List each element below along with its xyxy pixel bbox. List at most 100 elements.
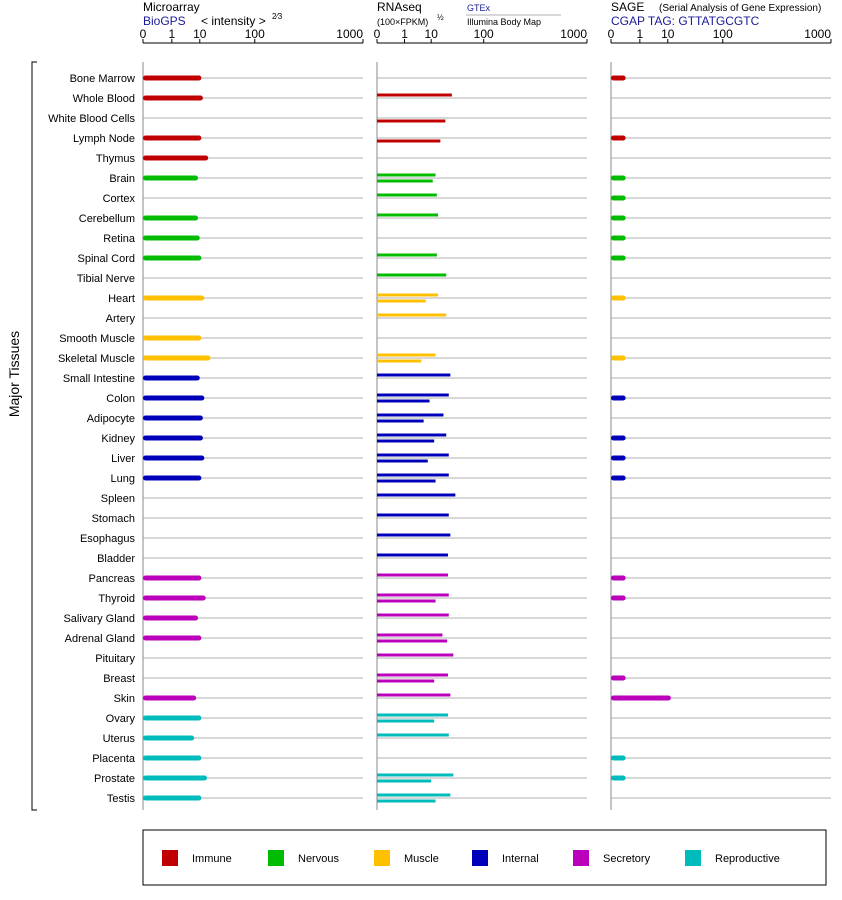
sage-x-tick-label: 1000 [804,27,831,41]
rnaseq-gtex-bar [377,413,444,417]
rnaseq-ibm-bar [377,779,432,783]
legend-swatch [268,850,284,866]
tissue-label: Retina [103,233,136,245]
rnaseq-gtex-bar [377,693,451,697]
tissue-label: Tibial Nerve [77,273,135,285]
tissue-label: Kidney [101,433,135,445]
rnaseq-title: RNAseq [377,0,422,14]
sage-x-tick-label: 100 [713,27,733,41]
legend-label: Immune [192,853,232,865]
tissue-label: Testis [107,793,136,805]
sage-bar [611,175,626,181]
sage-bar [611,455,626,461]
sage-bar [611,595,626,601]
rnaseq-source-gtex: GTEx [467,3,491,13]
tissue-label: Colon [106,393,135,405]
rnaseq-ibm-bar [377,799,436,803]
legend-label: Muscle [404,853,439,865]
rnaseq-ibm-bar [377,459,428,463]
rnaseq-gtex-bar [377,713,448,717]
rnaseq-ibm-bar [377,419,424,423]
microarray-bar [143,695,197,701]
rnaseq-gtex-bar [377,793,451,797]
rnaseq-x-tick-label: 1 [401,27,408,41]
rnaseq-ibm-bar [377,119,446,123]
rnaseq-ibm-bar [377,639,448,643]
sage-bar [611,255,626,261]
sage-bar [611,195,626,201]
rnaseq-gtex-bar [377,313,447,317]
sage-bar [611,75,626,81]
rnaseq-gtex-bar [377,653,454,657]
microarray-x-tick-label: 100 [245,27,265,41]
sage-tag: CGAP TAG: GTTATGCGTC [611,14,760,28]
tissue-label: Uterus [103,733,136,745]
y-axis-bracket [31,61,37,811]
sage-bar [611,675,626,681]
microarray-bar [143,75,202,81]
legend-swatch [162,850,178,866]
legend-label: Internal [502,853,539,865]
microarray-bar [143,395,205,401]
legend-label: Reproductive [715,853,780,865]
rnaseq-x-tick-label: 10 [425,27,439,41]
microarray-bar [143,135,202,141]
tissue-label: Lung [111,473,135,485]
tissue-label: White Blood Cells [48,113,135,125]
microarray-bar [143,375,200,381]
rnaseq-source-ibm: Illumina Body Map [467,17,541,27]
rnaseq-ibm-bar [377,179,433,183]
sage-title: SAGE [611,0,644,14]
legend-swatch [374,850,390,866]
microarray-header: Microarray BioGPS < intensity > 2⁄3 [143,0,283,28]
microarray-x-tick-label: 10 [193,27,207,41]
rnaseq-gtex-bar [377,433,447,437]
microarray-title: Microarray [143,0,200,14]
microarray-x-tick-label: 1000 [336,27,363,41]
sage-bar [611,695,671,701]
microarray-bar [143,575,202,581]
rnaseq-gtex-bar [377,633,443,637]
microarray-bar [143,775,207,781]
rnaseq-gtex-bar [377,613,449,617]
tissue-label: Thyroid [98,593,135,605]
microarray-source: BioGPS [143,14,186,28]
tissue-label: Prostate [94,773,135,785]
tissue-label: Esophagus [80,533,136,545]
rnaseq-gtex-bar [377,673,448,677]
panel-axes: 0 1 10 100 1000 0 1 10 100 1000 0 1 10 100 1000 [140,27,832,810]
rnaseq-ibm-bar [377,439,435,443]
legend-swatch [685,850,701,866]
microarray-bar [143,735,195,741]
rnaseq-ibm-bar [377,399,430,403]
sage-subtitle: (Serial Analysis of Gene Expression) [659,3,821,14]
sage-x-tick-label: 1 [637,27,644,41]
tissue-label: Artery [106,313,136,325]
tissue-label: Cortex [103,193,136,205]
tissue-label: Liver [111,453,135,465]
tissue-label: Small Intestine [63,373,135,385]
rnaseq-gtex-bar [377,533,451,537]
tissue-label: Ovary [106,713,136,725]
microarray-bar [143,415,203,421]
microarray-unit: < intensity > [201,14,266,28]
microarray-unit-exponent: 2⁄3 [272,12,283,21]
legend: Immune Nervous Muscle Internal Secretory Repr… [162,850,780,866]
microarray-bar [143,475,202,481]
tissue-label: Bladder [97,553,135,565]
rnaseq-x-tick-label: 0 [374,27,381,41]
rnaseq-ibm-bar [377,479,436,483]
tissue-label: Heart [108,293,135,305]
tissue-label: Pituitary [95,653,135,665]
sage-bar [611,475,626,481]
tissue-label: Skin [114,693,135,705]
tissue-label: Cerebellum [79,213,135,225]
microarray-bar [143,715,202,721]
legend-label: Nervous [298,853,339,865]
tissue-label: Bone Marrow [70,73,135,85]
microarray-bar [143,95,203,101]
rnaseq-ibm-bar [377,599,436,603]
tissue-label: Spinal Cord [78,253,135,265]
rnaseq-ibm-bar [377,719,435,723]
rnaseq-gtex-bar [377,293,439,297]
